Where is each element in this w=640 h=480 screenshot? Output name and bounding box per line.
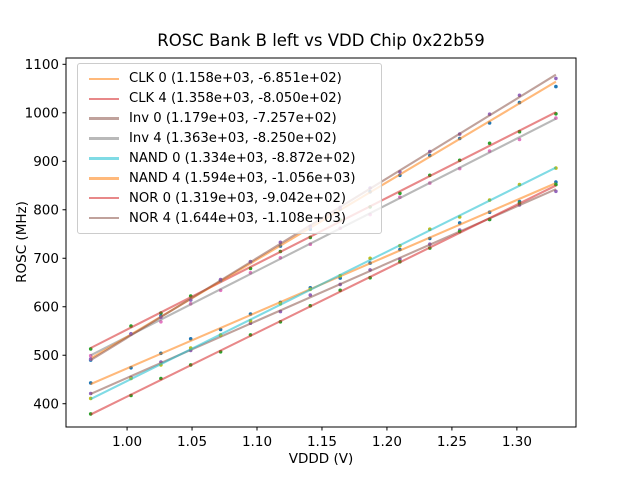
- legend-swatch: [89, 117, 119, 120]
- legend-label: NAND 4 (1.594e+03, -1.056e+03): [129, 170, 356, 186]
- legend-item-NOR-0: NOR 0 (1.319e+03, -9.042e+02): [86, 188, 373, 208]
- x-axis-ticklabel: 1.00: [112, 434, 142, 450]
- legend-item-NAND-4: NAND 4 (1.594e+03, -1.056e+03): [86, 168, 373, 188]
- legend-item-Inv-4: Inv 4 (1.363e+03, -8.250e+02): [86, 129, 373, 149]
- y-axis-ticklabel: 400: [33, 397, 59, 413]
- y-axis-ticklabel: 1100: [25, 57, 59, 73]
- x-axis-ticklabel: 1.20: [372, 434, 402, 450]
- y-axis-ticklabel: 900: [33, 154, 59, 170]
- y-axis-ticklabel: 500: [33, 348, 59, 364]
- legend-swatch: [89, 137, 119, 140]
- legend-label: NOR 0 (1.319e+03, -9.042e+02): [129, 190, 347, 206]
- y-axis-ticklabel: 800: [33, 203, 59, 219]
- fit-line-NAND-0: [90, 166, 557, 401]
- fit-line-Inv-4: [90, 117, 557, 357]
- legend-label: CLK 4 (1.358e+03, -8.050e+02): [129, 91, 342, 107]
- y-axis-ticklabel: 1000: [25, 106, 59, 122]
- x-axis-ticklabel: 1.10: [242, 434, 272, 450]
- plot-frame: [65, 57, 577, 428]
- legend-swatch: [89, 216, 119, 220]
- legend-swatch: [89, 97, 119, 101]
- legend-label: Inv 0 (1.179e+03, -7.257e+02): [129, 111, 337, 127]
- legend-label: CLK 0 (1.158e+03, -6.851e+02): [129, 71, 342, 87]
- legend-swatch: [89, 157, 119, 160]
- legend-label: NOR 4 (1.644e+03, -1.108e+03): [129, 210, 347, 226]
- x-axis-ticklabel: 1.30: [502, 434, 532, 450]
- y-axis-label: ROSC (MHz): [14, 201, 30, 283]
- legend-label: NAND 0 (1.334e+03, -8.872e+02): [129, 150, 356, 166]
- legend-label: Inv 4 (1.363e+03, -8.250e+02): [129, 131, 337, 147]
- fit-line-NOR-0: [90, 184, 557, 416]
- legend-item-NOR-4: NOR 4 (1.644e+03, -1.108e+03): [86, 208, 373, 228]
- x-axis-label: VDDD (V): [288, 451, 354, 467]
- legend-item-CLK-4: CLK 4 (1.358e+03, -8.050e+02): [86, 89, 373, 109]
- x-axis-ticklabel: 1.05: [177, 434, 207, 450]
- legend: CLK 0 (1.158e+03, -6.851e+02) CLK 4 (1.35…: [77, 63, 382, 234]
- x-axis-ticklabel: 1.15: [307, 434, 337, 450]
- legend-swatch: [89, 77, 119, 81]
- legend-swatch: [89, 177, 119, 180]
- scatter-point-NOR-4: [554, 76, 558, 81]
- scatter-point-NAND-4: [554, 84, 558, 89]
- x-axis-ticklabel: 1.25: [437, 434, 467, 450]
- y-axis-ticklabel: 600: [33, 300, 59, 316]
- legend-item-CLK-0: CLK 0 (1.158e+03, -6.851e+02): [86, 69, 373, 89]
- y-axis-ticklabel: 700: [33, 251, 59, 267]
- legend-swatch: [89, 196, 119, 200]
- legend-item-NAND-0: NAND 0 (1.334e+03, -8.872e+02): [86, 149, 373, 169]
- legend-item-Inv-0: Inv 0 (1.179e+03, -7.257e+02): [86, 109, 373, 129]
- chart-title: ROSC Bank B left vs VDD Chip 0x22b59: [157, 31, 485, 50]
